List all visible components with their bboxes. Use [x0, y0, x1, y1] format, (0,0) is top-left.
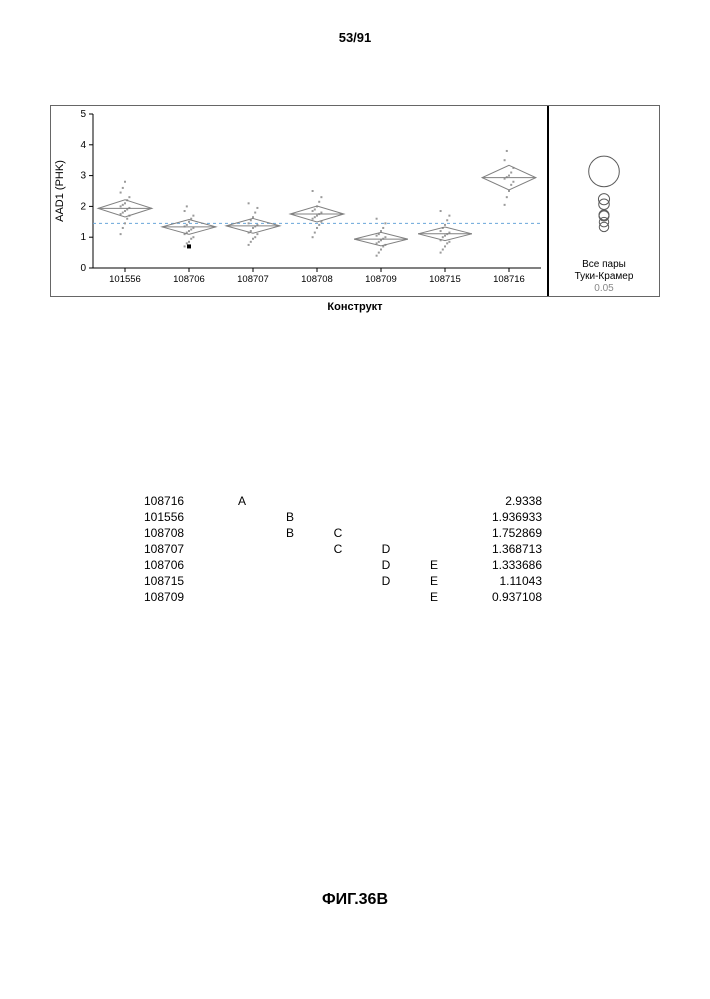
side-plot — [549, 106, 659, 257]
svg-text:0: 0 — [80, 263, 86, 274]
svg-text:108708: 108708 — [301, 274, 333, 285]
letter-cell — [410, 525, 458, 541]
page-number: 53/91 — [50, 30, 660, 45]
table-row: 108716A 2.9338 — [140, 493, 546, 509]
figure-caption: ФИГ.36В — [0, 891, 710, 909]
chart-svg: 0 1 2 3 4 5 AAD1 (PHK) 101556 108706 108707 108708… — [51, 106, 547, 296]
mean-cell: 1.11043 — [458, 573, 546, 589]
letter-cell — [362, 589, 410, 605]
letter-cell: D — [362, 541, 410, 557]
svg-text:101556: 101556 — [109, 274, 141, 285]
table-row: 101556 B 1.936933 — [140, 509, 546, 525]
letter-cell — [218, 589, 266, 605]
x-axis-label: Конструкт — [50, 301, 660, 313]
letter-cell: C — [314, 541, 362, 557]
letter-cell — [362, 525, 410, 541]
svg-text:4: 4 — [80, 140, 86, 151]
letter-cell: C — [314, 525, 362, 541]
letter-cell — [266, 541, 314, 557]
table-row: 108715 DE1.11043 — [140, 573, 546, 589]
side-alpha: 0.05 — [549, 283, 659, 296]
svg-text:AAD1 (PHK): AAD1 (PHK) — [54, 160, 66, 222]
level-cell: 108708 — [140, 525, 218, 541]
level-cell: 101556 — [140, 509, 218, 525]
letter-cell — [218, 557, 266, 573]
letter-cell: B — [266, 509, 314, 525]
side-panel: Все пары Туки-Крамер 0.05 — [549, 106, 659, 296]
table-row: 108709 E0.937108 — [140, 589, 546, 605]
letter-cell — [218, 541, 266, 557]
mean-cell: 1.368713 — [458, 541, 546, 557]
mean-cell: 1.936933 — [458, 509, 546, 525]
svg-text:3: 3 — [80, 171, 86, 182]
letter-cell — [410, 493, 458, 509]
letter-cell: D — [362, 573, 410, 589]
letter-cell — [410, 509, 458, 525]
letter-cell — [218, 573, 266, 589]
letter-cell: A — [218, 493, 266, 509]
letters-table-wrap: 108716A 2.9338 101556 B 1.936933 108708 BC 1.75… — [140, 493, 660, 605]
mean-cell: 0.937108 — [458, 589, 546, 605]
level-cell: 108707 — [140, 541, 218, 557]
letter-cell — [314, 573, 362, 589]
level-cell: 108716 — [140, 493, 218, 509]
svg-text:108709: 108709 — [365, 274, 397, 285]
level-cell: 108709 — [140, 589, 218, 605]
table-row: 108708 BC 1.752869 — [140, 525, 546, 541]
mean-cell: 2.9338 — [458, 493, 546, 509]
page: 53/91 012345AAD1 (PHK)101556108706108707… — [0, 0, 710, 999]
letter-cell — [266, 589, 314, 605]
side-title: Все пары Туки-Крамер — [549, 257, 659, 283]
svg-text:108716: 108716 — [493, 274, 525, 285]
mean-cell: 1.333686 — [458, 557, 546, 573]
level-cell: 108715 — [140, 573, 218, 589]
letter-cell — [314, 509, 362, 525]
level-cell: 108706 — [140, 557, 218, 573]
letters-table: 108716A 2.9338 101556 B 1.936933 108708 BC 1.75… — [140, 493, 546, 605]
letter-cell — [266, 557, 314, 573]
svg-text:2: 2 — [80, 201, 86, 212]
letter-cell — [410, 541, 458, 557]
chart-panel: 0 1 2 3 4 5 AAD1 (PHK) 101556 108706 108707 108708… — [51, 106, 549, 296]
svg-text:108707: 108707 — [237, 274, 269, 285]
letter-cell — [218, 525, 266, 541]
svg-text:108706: 108706 — [173, 274, 205, 285]
letter-cell — [314, 493, 362, 509]
letter-cell — [266, 493, 314, 509]
side-svg — [549, 106, 659, 257]
table-row: 108706 DE1.333686 — [140, 557, 546, 573]
table-row: 108707 CD 1.368713 — [140, 541, 546, 557]
letter-cell — [266, 573, 314, 589]
letter-cell — [362, 493, 410, 509]
letter-cell: D — [362, 557, 410, 573]
side-title-line1: Все пары — [582, 259, 626, 270]
letter-cell: E — [410, 557, 458, 573]
letter-cell: E — [410, 573, 458, 589]
letter-cell: E — [410, 589, 458, 605]
figure-row: 0 1 2 3 4 5 AAD1 (PHK) 101556 108706 108707 108708… — [50, 105, 660, 297]
letter-cell — [314, 589, 362, 605]
mean-cell: 1.752869 — [458, 525, 546, 541]
letter-cell — [314, 557, 362, 573]
letter-cell — [362, 509, 410, 525]
letter-cell: B — [266, 525, 314, 541]
side-title-line2: Туки-Крамер — [575, 271, 634, 282]
svg-text:1: 1 — [80, 232, 86, 243]
svg-text:5: 5 — [80, 109, 86, 120]
svg-text:108715: 108715 — [429, 274, 461, 285]
letter-cell — [218, 509, 266, 525]
